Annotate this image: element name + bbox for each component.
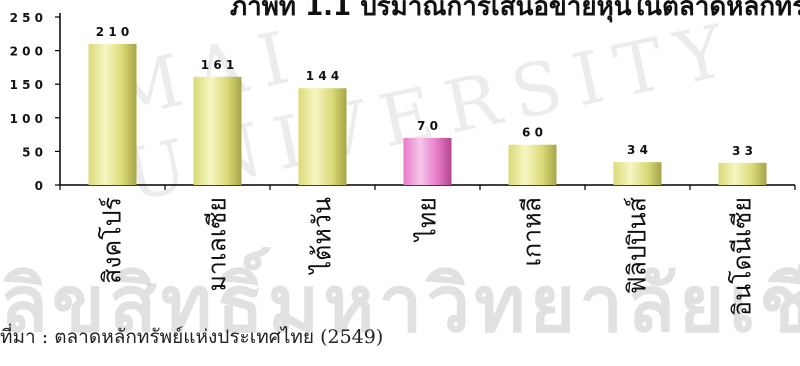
y-tick-label: 2 0 0: [10, 45, 43, 59]
data-label: 2 1 0: [96, 25, 129, 39]
data-label: 3 3: [732, 144, 753, 158]
data-label: 1 6 1: [201, 58, 234, 72]
labels: 2 1 0 สิงคโปร์ 1 6 1 มาเลเซีย 1 4 4 ไต้หวัน 7 …: [96, 25, 757, 316]
chart-title: ภาพที่ 1.1 ปริมาณการเสนอขายหุ้นในตลาดหลั…: [230, 0, 800, 22]
data-label: 3 4: [627, 143, 648, 157]
source-note: ที่มา : ตลาดหลักทรัพย์แห่งประเทศไทย (254…: [0, 326, 384, 348]
category-label: มาเลเซีย: [203, 197, 232, 292]
y-tick-label: 1 0 0: [10, 112, 43, 126]
y-tick-label: 5 0: [22, 145, 43, 159]
category-label: ไต้หวัน: [308, 197, 337, 275]
data-label: 6 0: [522, 126, 543, 140]
bar-chart: 0 5 0 1 0 0 1 5 0 2 0 0 2 5 0 2 1 0 สิงคโปร์ 1 …: [10, 11, 796, 316]
y-tick-label: 0: [35, 179, 43, 193]
category-label: ฟิลิปปินส์: [623, 197, 652, 294]
category-label: ไทย: [413, 197, 442, 243]
category-label: เกาหลี: [518, 197, 547, 267]
bars: [88, 43, 767, 185]
bar: [88, 43, 137, 185]
data-label: 1 4 4: [306, 69, 339, 83]
bar: [298, 88, 347, 185]
category-label: สิงคโปร์: [98, 197, 127, 284]
bar: [613, 162, 662, 185]
bar: [193, 76, 242, 185]
y-tick-label: 2 5 0: [10, 11, 43, 25]
category-label: อินโดนีเซีย: [728, 197, 757, 316]
bar: [508, 144, 557, 185]
data-label: 7 0: [417, 119, 438, 133]
y-tick-label: 1 5 0: [10, 78, 43, 92]
bar: [718, 162, 767, 185]
bar: [403, 137, 452, 185]
